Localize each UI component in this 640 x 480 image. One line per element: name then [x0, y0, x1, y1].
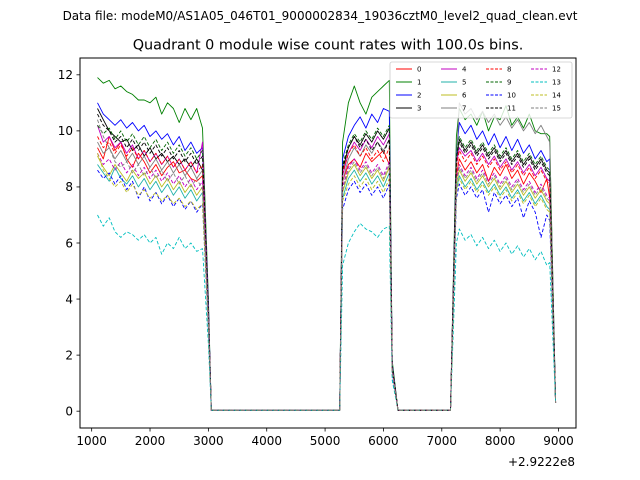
legend-label-6: 6 [462, 92, 467, 100]
legend-label-14: 14 [552, 92, 561, 100]
legend-label-11: 11 [507, 105, 516, 113]
x-tick-label: 9000 [543, 434, 574, 448]
legend-label-13: 13 [552, 79, 561, 87]
y-tick-label: 8 [65, 180, 73, 194]
chart-title: Quadrant 0 module wise count rates with … [133, 38, 524, 54]
legend-label-3: 3 [417, 105, 421, 113]
x-tick-label: 3000 [193, 434, 224, 448]
legend-label-2: 2 [417, 92, 421, 100]
y-tick-label: 4 [65, 292, 73, 306]
x-tick-label: 8000 [485, 434, 516, 448]
legend-label-4: 4 [462, 66, 467, 74]
y-tick-label: 2 [65, 348, 73, 362]
legend-label-9: 9 [507, 79, 511, 87]
legend-label-0: 0 [417, 66, 421, 74]
series-line-15 [97, 119, 557, 411]
x-tick-label: 5000 [310, 434, 341, 448]
legend-label-7: 7 [462, 105, 466, 113]
data-file-caption: Data file: modeM0/AS1A05_046T01_90000028… [63, 9, 578, 23]
legend-box [389, 61, 573, 119]
x-tick-label: 7000 [427, 434, 458, 448]
legend-label-1: 1 [417, 79, 421, 87]
x-tick-label: 4000 [251, 434, 282, 448]
legend-label-10: 10 [507, 92, 516, 100]
legend-label-8: 8 [507, 66, 511, 74]
y-tick-label: 6 [65, 236, 73, 250]
y-tick-label: 0 [65, 404, 73, 418]
series-layer [97, 77, 557, 411]
y-axis: 0 2 4 6 8 10 12 [58, 68, 80, 418]
x-axis-offset-label: +2.9222e8 [508, 455, 575, 469]
x-tick-label: 6000 [368, 434, 399, 448]
x-tick-label: 1000 [76, 434, 107, 448]
x-axis: 1000 2000 3000 4000 5000 6000 7000 8000 9000 [76, 428, 574, 448]
legend-label-12: 12 [552, 66, 561, 74]
legend-label-15: 15 [552, 105, 561, 113]
y-tick-label: 12 [58, 68, 73, 82]
y-tick-label: 10 [58, 124, 73, 138]
legend-label-5: 5 [462, 79, 466, 87]
x-tick-label: 2000 [135, 434, 166, 448]
